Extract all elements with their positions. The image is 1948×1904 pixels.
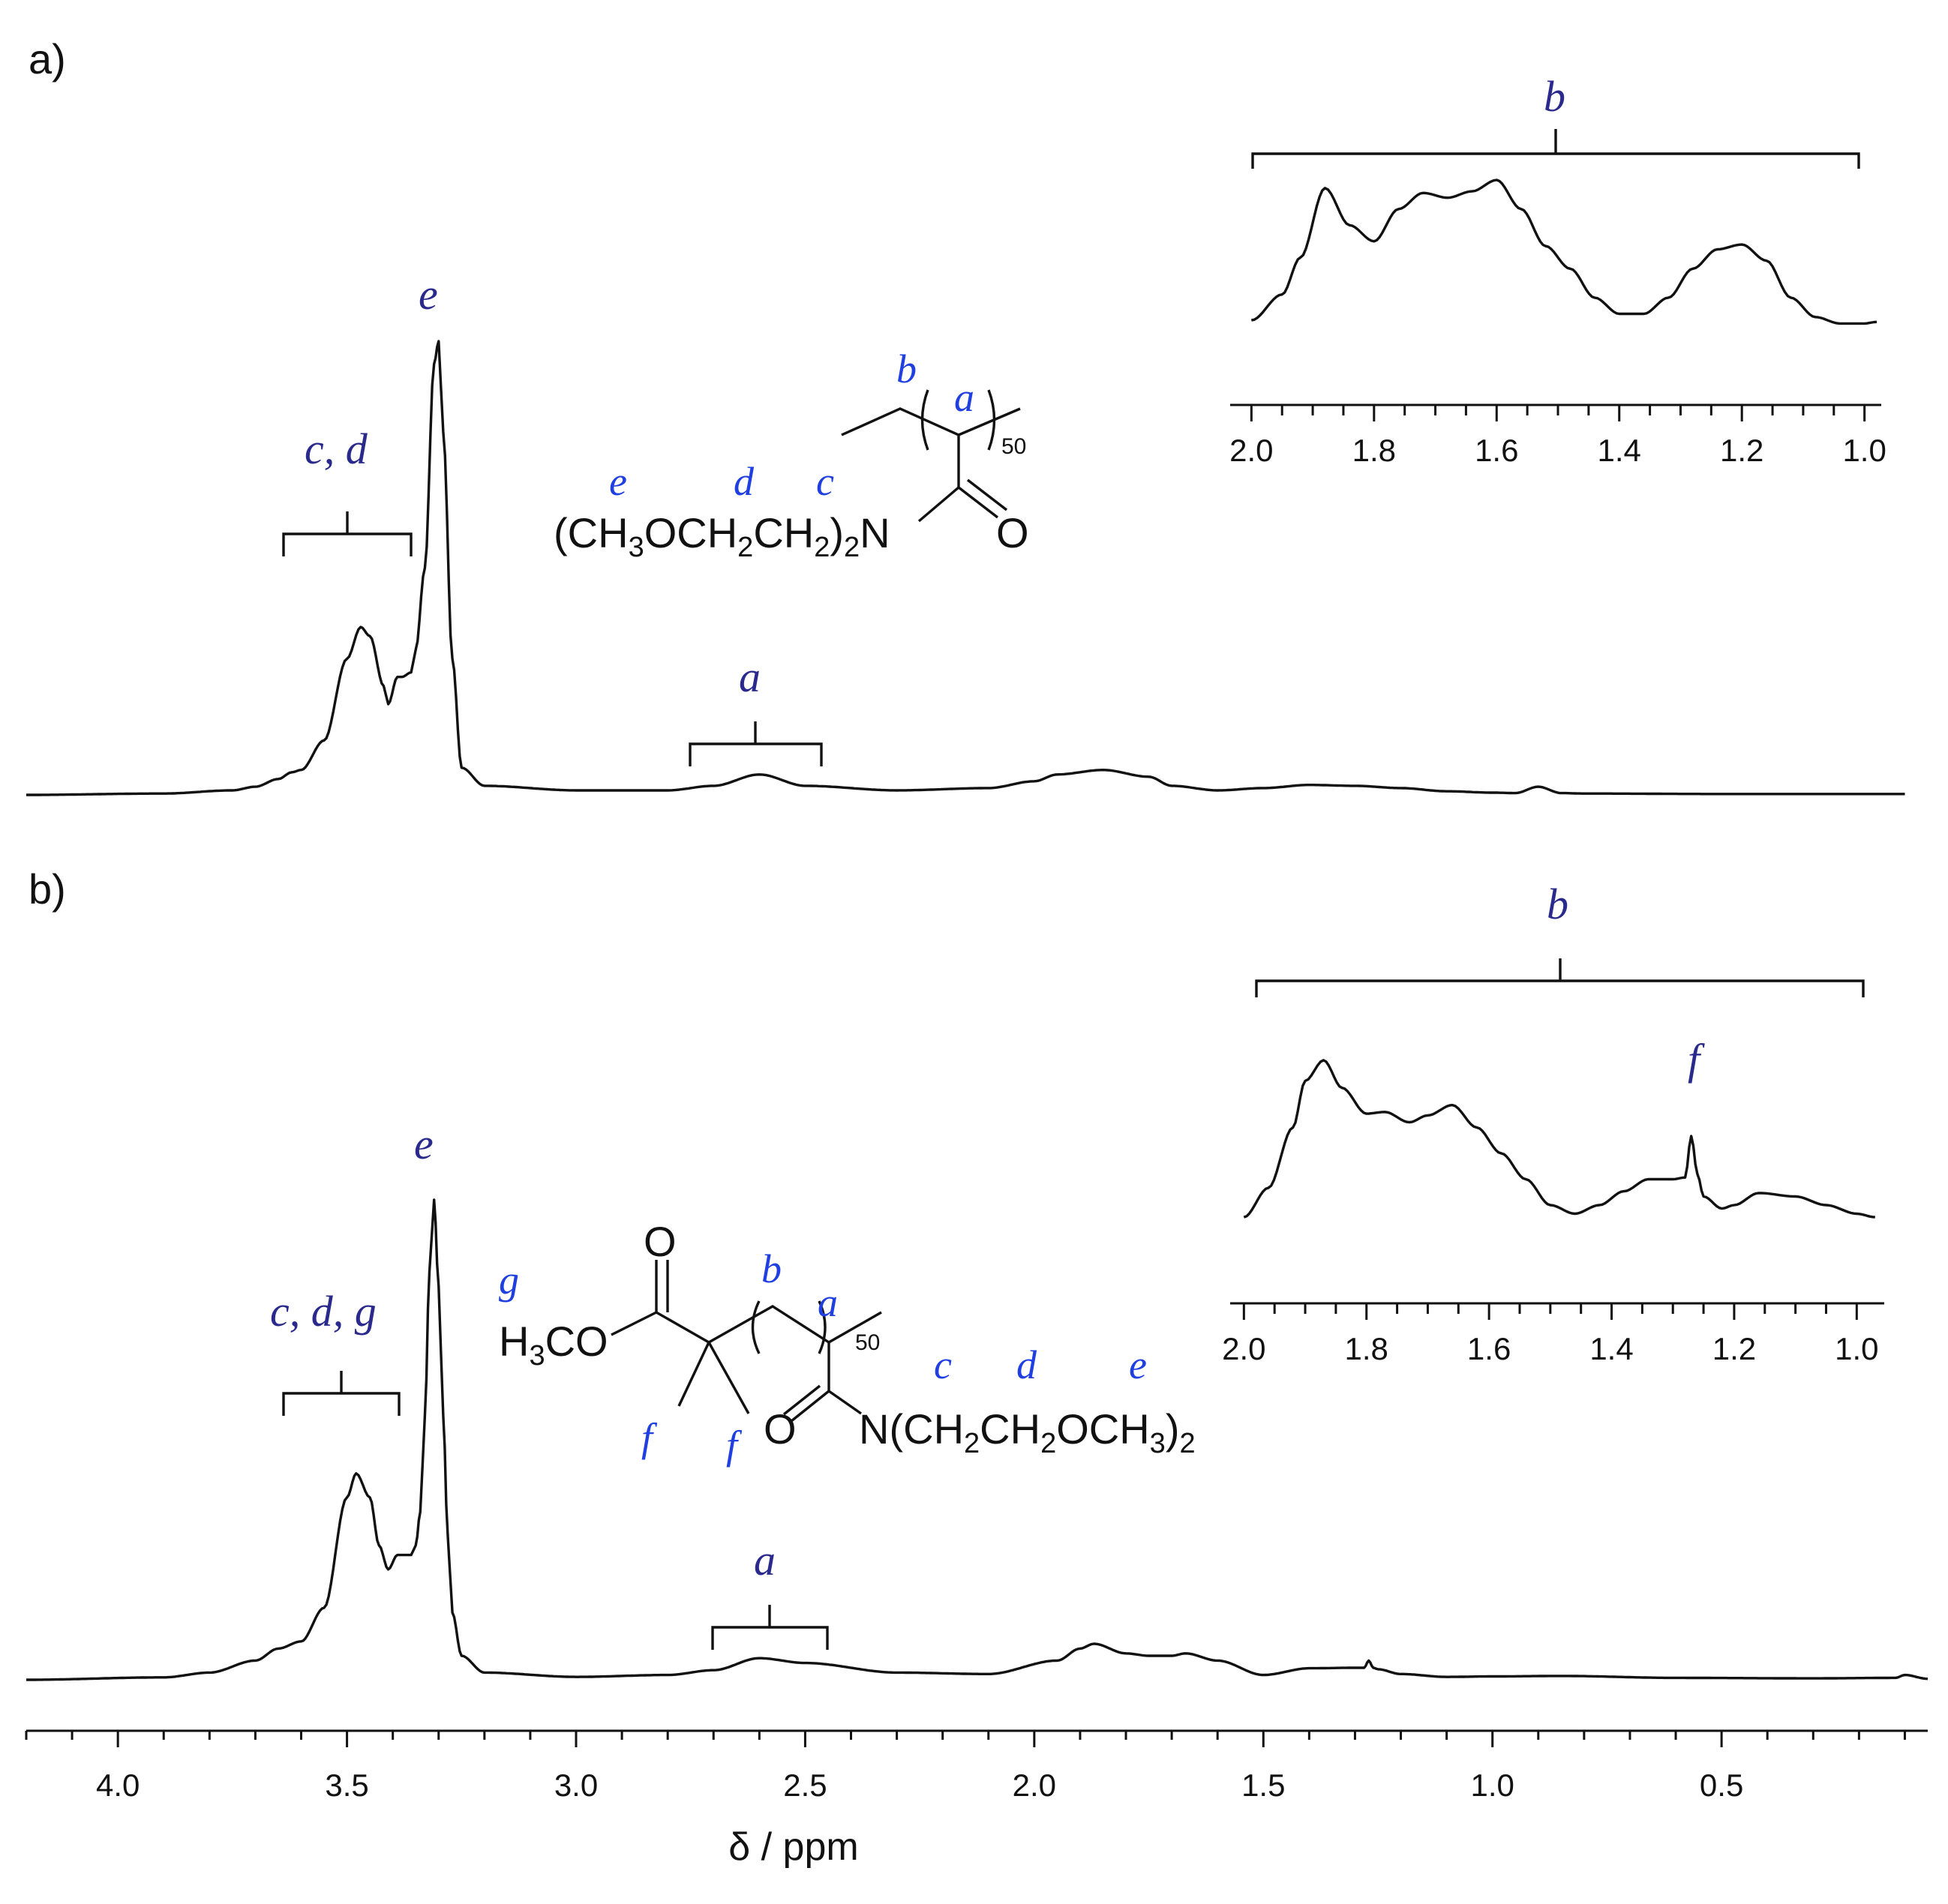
peak-label-e-b: e: [414, 1120, 434, 1168]
atom-d-a: d: [734, 459, 755, 504]
inset-b-peak-label-f: f: [1688, 1035, 1705, 1084]
dp-b: 50: [855, 1330, 880, 1355]
inset-a-bracket-label: b: [1544, 72, 1565, 121]
bracket-cd-a: [282, 511, 413, 556]
inset-b-bracket-label: b: [1547, 880, 1568, 928]
panel-a-label: a): [29, 35, 66, 82]
inset-b-line: [1243, 1059, 1875, 1219]
inset-tick-label: 1.2: [1712, 1331, 1756, 1366]
inset-a-bracket: [1251, 129, 1860, 169]
atom-e-a: e: [609, 459, 627, 504]
inset-b-bracket: [1255, 958, 1865, 997]
x-tick-label: 4.0: [96, 1768, 140, 1803]
x-tick-label: 2.0: [1013, 1768, 1056, 1803]
atom-b-a: b: [896, 346, 917, 391]
atom-c-a: c: [816, 459, 834, 504]
atom-f2-b: f: [726, 1423, 743, 1468]
structure-b: O g H3​CO b a 50 f f O N(CH2​CH2​OCH3​)2…: [499, 1218, 1196, 1468]
bracket-a-b: [711, 1605, 829, 1650]
atom-d-b: d: [1016, 1342, 1037, 1387]
x-tick-label: 1.0: [1471, 1768, 1514, 1803]
x-tick-label: 3.5: [325, 1768, 368, 1803]
inset-tick-label: 1.4: [1598, 433, 1641, 468]
inset-a: b 2.0 1.8 1.6 1.4 1.2 1.0: [1229, 72, 1886, 468]
inset-a-line: [1250, 178, 1877, 325]
formula-a: (CH3​OCH2​CH2​)2​N: [554, 509, 890, 563]
spectrum-a-line: [26, 340, 1905, 796]
carbonyl-o-b: O: [644, 1218, 677, 1265]
atom-a-b: a: [818, 1280, 838, 1325]
inset-tick-label: 2.0: [1222, 1331, 1265, 1366]
spectrum-b: [26, 1198, 1928, 1681]
panel-b-label: b): [29, 865, 66, 913]
bracket-a-a: [689, 721, 823, 766]
inset-tick-label: 2.0: [1229, 433, 1273, 468]
spectrum-a: [26, 340, 1905, 796]
inset-tick-label: 1.8: [1345, 1331, 1388, 1366]
inset-tick-label: 1.6: [1475, 433, 1518, 468]
x-tick-label: 3.0: [554, 1768, 598, 1803]
inset-tick-label: 1.0: [1842, 433, 1886, 468]
inset-b: b f 2.0 1.8 1.6 1.4 1.2 1.0: [1222, 880, 1884, 1366]
structure-a-bonds: [841, 389, 1021, 523]
structure-a: b a 50 e d c (CH3​OCH2​CH2​)2​N O: [554, 346, 1029, 563]
inset-tick-label: 1.2: [1720, 433, 1763, 468]
atom-e-b: e: [1129, 1342, 1147, 1387]
inset-tick-label: 1.6: [1467, 1331, 1511, 1366]
x-tick-label: 1.5: [1241, 1768, 1285, 1803]
inset-tick-label: 1.8: [1352, 433, 1396, 468]
inset-tick-label: 1.0: [1835, 1331, 1878, 1366]
x-tick-label: 0.5: [1700, 1768, 1743, 1803]
main-x-axis: 4.0 3.5 3.0 2.5 2.0 1.5 1.0 0.5 δ / ppm: [25, 1729, 1928, 1869]
bracket-cdg-b: [282, 1371, 401, 1416]
amine-b: N(CH2​CH2​OCH3​)2​: [859, 1405, 1196, 1459]
peak-label-cdg-b: c, d, g: [270, 1287, 377, 1336]
peak-label-e-a: e: [419, 270, 438, 319]
atom-a-a: a: [954, 375, 974, 420]
peak-label-a-a: a: [739, 652, 761, 701]
main-x-ticks: 4.0 3.5 3.0 2.5 2.0 1.5 1.0 0.5: [25, 1731, 1906, 1803]
atom-b-b: b: [761, 1246, 782, 1291]
atom-f1-b: f: [641, 1415, 658, 1460]
amide-o-b: O: [764, 1405, 797, 1453]
inset-b-ticks: 2.0 1.8 1.6 1.4 1.2 1.0: [1222, 1303, 1879, 1366]
inset-a-ticks: 2.0 1.8 1.6 1.4 1.2 1.0: [1229, 405, 1886, 468]
oxygen-a: O: [996, 509, 1029, 556]
spectrum-b-line: [26, 1198, 1928, 1681]
peak-label-a-b: a: [754, 1536, 776, 1585]
x-tick-label: 2.5: [783, 1768, 827, 1803]
x-axis-label: δ / ppm: [728, 1825, 858, 1869]
methoxy-b: H3​CO: [499, 1318, 608, 1372]
peak-label-cd-a: c, d: [305, 424, 368, 473]
atom-c-b: c: [934, 1342, 952, 1387]
dp-a: 50: [1001, 434, 1026, 459]
atom-g-b: g: [499, 1258, 519, 1303]
structure-b-bonds: [611, 1260, 882, 1423]
inset-tick-label: 1.4: [1589, 1331, 1633, 1366]
